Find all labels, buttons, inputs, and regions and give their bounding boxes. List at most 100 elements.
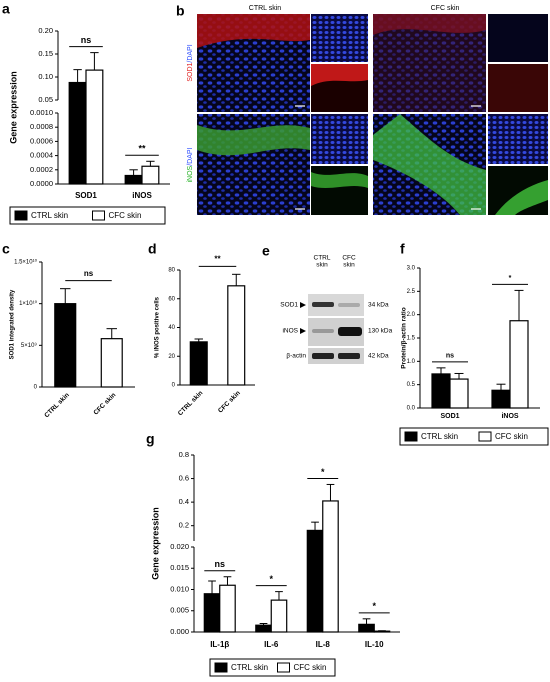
panel-label: b: [176, 3, 185, 19]
annotation: ns: [81, 35, 92, 45]
y-tick-label: 0.015: [170, 563, 189, 572]
legend-box: [9, 206, 166, 225]
y-tick-label: 0.10: [38, 72, 53, 81]
band-label: iNOS: [282, 328, 298, 335]
column-title: CTRL skin: [249, 5, 282, 12]
y-tick-label: 2.5: [407, 289, 416, 295]
band-label: SOD1: [280, 302, 298, 309]
blot-panel: e CTRL skin CFC skin SOD1 iNOS β-actin 3…: [262, 243, 393, 364]
y-tick-label: 0.4: [179, 497, 189, 506]
y-tick-label: 0: [172, 383, 176, 389]
y-tick-label: 1.5×10¹⁰: [14, 259, 38, 266]
y-tick-label: 0.0: [407, 406, 416, 412]
panel-label: g: [146, 431, 155, 447]
lane-label: CFC: [342, 255, 356, 262]
x-tick-label: iNOS: [501, 413, 518, 420]
y-tick-label: 1×10¹⁰: [19, 300, 38, 307]
y-tick-label: 0.05: [38, 95, 53, 104]
bar: [255, 624, 272, 633]
y-tick-label: 1.0: [407, 359, 416, 365]
image: [311, 166, 368, 215]
bar: [491, 389, 511, 409]
y-axis-title: % iNOS positive cells: [155, 296, 161, 358]
bar: [449, 378, 469, 409]
x-tick-label: CTRL skin: [43, 392, 71, 420]
y-tick-label: 0.0004: [30, 151, 53, 160]
row-label: SOD1/DAPI: [187, 44, 194, 81]
x-tick-label: SOD1: [440, 413, 459, 420]
y-tick-label: 0.15: [38, 49, 53, 58]
x-tick-label: CFC skin: [217, 390, 242, 415]
panel-label: e: [262, 243, 270, 259]
y-tick-label: 0.0000: [30, 179, 53, 188]
y-tick-label: 5×10⁹: [21, 342, 38, 349]
bar: [100, 338, 123, 388]
lane-label: CTRL: [314, 255, 331, 262]
stain: /DAPI: [187, 44, 194, 62]
y-tick-label: 60: [168, 296, 175, 302]
legend-label: CFC skin: [294, 663, 327, 672]
annotation: *: [321, 467, 325, 477]
scale-bars: [295, 105, 481, 210]
panel-label: d: [148, 241, 157, 257]
panel-label: a: [2, 1, 10, 17]
y-tick-label: 40: [168, 325, 175, 331]
y-tick-label: 80: [168, 268, 175, 274]
y-axis-title: Gene expression: [150, 507, 160, 580]
band: [338, 353, 360, 359]
y-axis-title: Protein/β-actin ratio: [401, 307, 408, 368]
x-tick-label: SOD1: [75, 191, 97, 200]
band: [312, 353, 334, 359]
x-tick-label: IL-1β: [210, 640, 229, 649]
bar: [373, 630, 391, 633]
image-stain: [373, 114, 486, 215]
bar: [189, 341, 208, 386]
legend-label: CTRL skin: [31, 211, 68, 220]
marker: iNOS: [187, 165, 194, 182]
annotation: *: [269, 574, 273, 584]
bar: [219, 584, 236, 633]
row-label: iNOS/DAPI: [187, 147, 194, 182]
annotation: *: [509, 275, 512, 282]
y-tick-label: 0.0010: [30, 108, 53, 117]
lane-label: skin: [343, 262, 355, 269]
image: [488, 14, 548, 62]
image-stain: [311, 172, 368, 188]
bar: [141, 165, 160, 185]
y-axis-title: Gene expression: [8, 71, 18, 144]
image: [488, 114, 548, 164]
bar: [431, 373, 451, 409]
bar: [306, 529, 324, 633]
y-tick-label: 0.0002: [30, 165, 53, 174]
image-stain: [197, 14, 310, 48]
image-stain: [311, 64, 368, 86]
band: [338, 303, 360, 307]
annotation: **: [214, 254, 221, 263]
bar: [270, 599, 288, 633]
image-stain: [495, 180, 548, 215]
x-tick-label: IL-10: [365, 640, 384, 649]
bar: [322, 500, 339, 633]
legend-swatch: [92, 210, 105, 221]
image-stain: [373, 14, 486, 35]
image-stain: [197, 125, 310, 156]
annotation: ns: [214, 559, 225, 569]
y-tick-label: 0.20: [38, 26, 53, 35]
band: [312, 329, 334, 333]
legend-label: CTRL skin: [421, 432, 458, 441]
panel-label: c: [2, 241, 10, 257]
arrow: [300, 302, 306, 334]
x-tick-label: IL-8: [316, 640, 331, 649]
y-axis-title: SOD1 integrated density: [10, 289, 16, 359]
y-tick-label: 0.020: [170, 542, 189, 551]
legend-label: CTRL skin: [231, 663, 268, 672]
annotation: **: [138, 144, 146, 154]
bar: [124, 174, 143, 185]
annotation: ns: [84, 269, 94, 278]
bar: [203, 593, 221, 633]
y-tick-label: 20: [168, 354, 175, 360]
blot: [308, 294, 364, 316]
x-tick-label: iNOS: [132, 191, 152, 200]
band-label: β-actin: [286, 353, 306, 360]
legend-box: [209, 658, 336, 677]
